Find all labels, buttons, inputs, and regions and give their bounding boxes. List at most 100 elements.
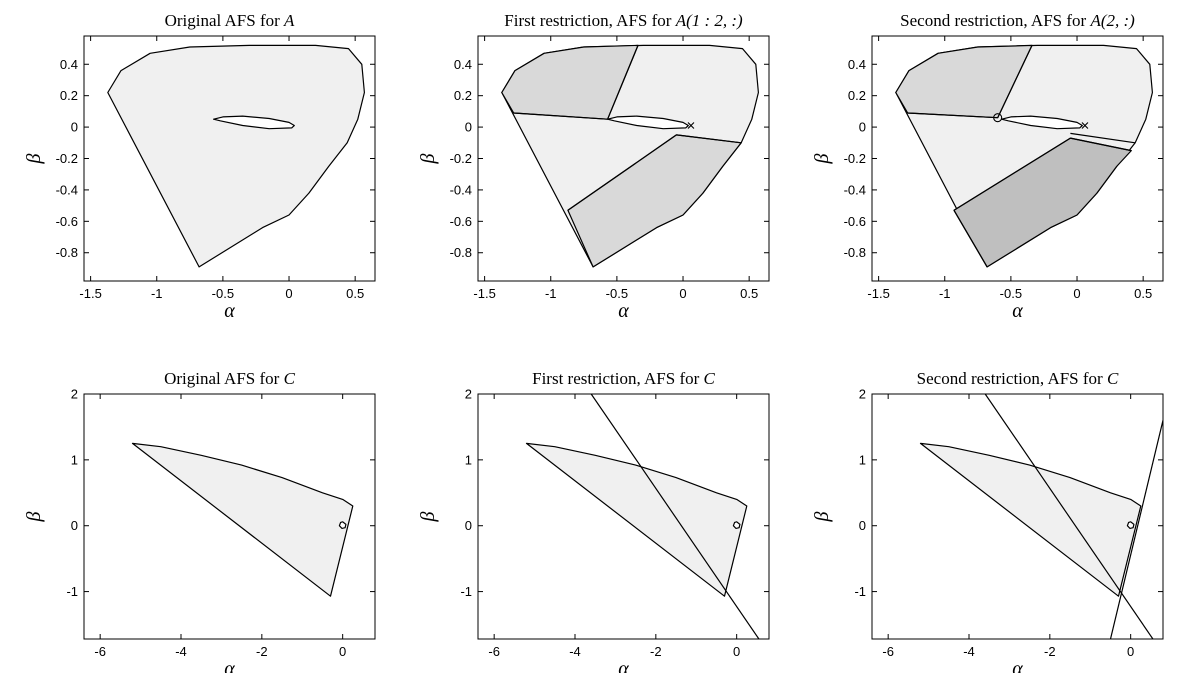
chart-title-text: Second restriction, AFS for	[900, 11, 1090, 30]
x-tick-label: -2	[1044, 644, 1056, 659]
x-tick-label: -6	[94, 644, 106, 659]
chart-title: Original AFS for A	[165, 11, 295, 30]
x-tick-label: -1	[545, 286, 557, 301]
axes-frame	[477, 393, 770, 640]
y-tick-label: 0	[71, 518, 78, 533]
chart-title: Second restriction, AFS for A(2, :)	[900, 11, 1135, 30]
y-axis-label: β	[811, 153, 833, 164]
y-tick-label: -0.6	[56, 214, 78, 229]
y-tick-label: 0	[71, 120, 78, 135]
y-tick-label: -1	[460, 584, 472, 599]
x-tick-label: 0	[679, 286, 686, 301]
chart-title-math: C	[284, 369, 296, 388]
chart-title-text: First restriction, AFS for	[504, 11, 675, 30]
circle-marker	[993, 113, 1003, 123]
x-tick-label: -4	[963, 644, 975, 659]
x-tick-label: 0	[285, 286, 292, 301]
x-tick-label: -1.5	[79, 286, 101, 301]
restriction-line-1	[590, 394, 760, 639]
y-tick-label: 0.4	[60, 57, 78, 72]
y-tick-label: 0.2	[454, 88, 472, 103]
y-tick-label: 2	[859, 387, 866, 402]
restriction-line-3	[567, 134, 677, 211]
y-tick-label: 1	[859, 452, 866, 467]
inner-hole-1	[607, 115, 689, 130]
plot-area	[107, 44, 365, 268]
chart-title-text: Second restriction, AFS for	[917, 369, 1107, 388]
plot-area	[131, 442, 354, 597]
plot-area	[895, 44, 1153, 268]
chart-title-math: A(2, :)	[1089, 11, 1135, 30]
restriction-line-2	[1109, 420, 1163, 639]
y-tick-label: 0.2	[848, 88, 866, 103]
chart-panel-5: -6 -4 -2 0 -1 0 1 2 α β First restriction, AFS for…	[417, 369, 770, 673]
y-axis-label: β	[23, 153, 45, 164]
y-tick-label: 1	[465, 452, 472, 467]
y-tick-label: 2	[71, 387, 78, 402]
chart-title-math: C	[1107, 369, 1119, 388]
y-tick-label: 0	[859, 120, 866, 135]
chart-title-math: A(1 : 2, :)	[675, 11, 743, 30]
x-tick-label: -0.5	[606, 286, 628, 301]
afs-region-light-1	[131, 442, 354, 597]
chart-panel-2: -1.5 -1 -0.5 0 0.5 -0.8 -0.6 -0.4 -0.2 0 0.2 0.4 α β F…	[417, 11, 770, 322]
axes-frame	[871, 393, 1164, 640]
chart-title: Original AFS for C	[164, 369, 295, 388]
restriction-line-1	[907, 112, 998, 119]
restriction-line-2	[997, 45, 1033, 118]
y-axis-label: β	[811, 511, 833, 522]
x-tick-label: -6	[882, 644, 894, 659]
y-tick-label: -0.6	[450, 214, 472, 229]
x-tick-label: -1	[151, 286, 163, 301]
x-tick-label: -4	[569, 644, 581, 659]
chart-title: First restriction, AFS for A(1 : 2, :)	[504, 11, 743, 30]
chart-title-math: C	[704, 369, 716, 388]
y-tick-label: -1	[66, 584, 78, 599]
x-tick-label: -0.5	[1000, 286, 1022, 301]
chart-title: First restriction, AFS for C	[532, 369, 715, 388]
inner-hole-1	[1126, 521, 1135, 529]
x-tick-label: -2	[650, 644, 662, 659]
y-tick-label: -0.8	[450, 245, 472, 260]
y-tick-label: -0.8	[844, 245, 866, 260]
x-tick-label: 0	[1127, 644, 1134, 659]
x-tick-label: 0.5	[346, 286, 364, 301]
x-marker	[687, 122, 695, 129]
y-tick-label: -0.6	[844, 214, 866, 229]
y-tick-label: -0.4	[56, 182, 78, 197]
y-tick-label: 0.4	[454, 57, 472, 72]
afs-region-light-1	[525, 442, 748, 597]
restriction-line-3	[953, 137, 1071, 211]
x-tick-label: -1	[939, 286, 951, 301]
chart-title-text: Original AFS for	[165, 11, 284, 30]
y-axis-label: β	[23, 511, 45, 522]
x-axis-label: α	[1012, 300, 1023, 322]
afs-region-light-1	[107, 44, 365, 268]
x-tick-label: 0	[339, 644, 346, 659]
restriction-line-2	[607, 45, 639, 120]
chart-title: Second restriction, AFS for C	[917, 369, 1119, 388]
afs-region-light-1	[919, 442, 1142, 597]
chart-panel-1: -1.5 -1 -0.5 0 0.5 -0.8 -0.6 -0.4 -0.2 0 0.2 0.4 α β O…	[23, 11, 376, 322]
inner-hole-1	[732, 521, 741, 529]
y-tick-label: -0.4	[844, 182, 866, 197]
restriction-line-4	[1070, 137, 1132, 152]
y-tick-label: 0	[465, 120, 472, 135]
chart-panel-6: -6 -4 -2 0 -1 0 1 2 α β Second restriction, AFS fo…	[811, 369, 1164, 673]
x-tick-label: 0.5	[740, 286, 758, 301]
x-axis-label: α	[224, 300, 235, 322]
chart-title-text: Original AFS for	[164, 369, 283, 388]
y-tick-label: 1	[71, 452, 78, 467]
x-tick-label: -4	[175, 644, 187, 659]
restriction-line-1	[513, 112, 608, 120]
y-tick-label: 0	[465, 518, 472, 533]
x-axis-label: α	[1012, 658, 1023, 673]
x-marker	[1081, 122, 1089, 129]
y-tick-label: -0.2	[844, 151, 866, 166]
chart-panel-4: -6 -4 -2 0 -1 0 1 2 α β Original AFS for C	[23, 369, 376, 673]
x-axis-label: α	[618, 300, 629, 322]
y-tick-label: -0.2	[450, 151, 472, 166]
plot-area	[525, 394, 760, 639]
chart-title-text: First restriction, AFS for	[532, 369, 703, 388]
